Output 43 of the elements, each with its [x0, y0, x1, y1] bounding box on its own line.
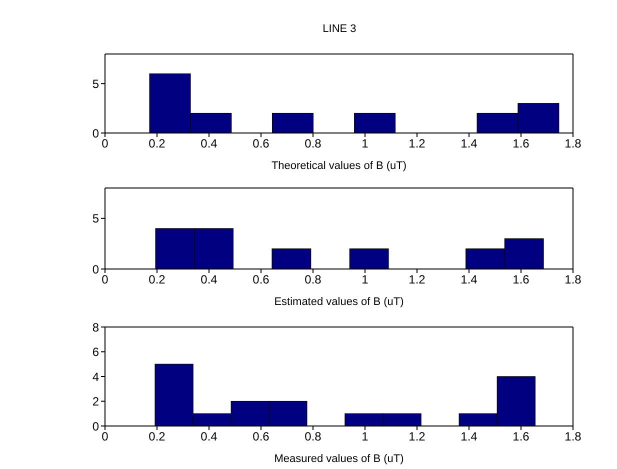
x-tick-label: 1.2 — [408, 136, 426, 151]
x-tick-label: 0 — [102, 136, 109, 151]
x-tick-label: 0 — [102, 430, 109, 444]
y-tick-label: 0 — [92, 126, 100, 140]
x-tick-label: 1 — [362, 272, 369, 287]
y-tick-label: 0 — [92, 419, 100, 434]
x-tick-label: 0.2 — [148, 430, 166, 444]
x-tick-label: 0.4 — [200, 272, 218, 287]
y-tick-label: 6 — [92, 345, 100, 360]
x-tick-label: 1.6 — [512, 430, 530, 444]
x-tick-label: 0.6 — [252, 430, 270, 444]
x-tick-label: 1.4 — [460, 430, 478, 444]
x-tick-label: 1.6 — [512, 272, 530, 287]
x-axis-title: Estimated values of B (uT) — [274, 296, 404, 308]
x-tick-label: 1.2 — [408, 272, 426, 287]
y-tick-label: 5 — [92, 212, 100, 226]
y-tick-label: 0 — [92, 262, 100, 276]
x-tick-label: 0.4 — [200, 430, 218, 444]
x-tick-label: 0 — [102, 272, 109, 287]
x-tick-label: 0.2 — [148, 272, 166, 287]
x-tick-label: 0.8 — [304, 272, 322, 287]
y-tick-label: 2 — [92, 394, 100, 409]
x-tick-label: 0.8 — [304, 430, 322, 444]
x-tick-label: 1.8 — [564, 430, 582, 444]
y-tick-label: 5 — [92, 76, 100, 91]
x-tick-label: 0.4 — [200, 136, 218, 151]
x-axis-title: Measured values of B (uT) — [274, 453, 404, 465]
x-tick-label: 0.6 — [252, 136, 270, 151]
x-tick-label: 1.6 — [512, 136, 530, 151]
x-tick-label: 0.2 — [148, 136, 166, 151]
x-tick-label: 1.8 — [564, 272, 582, 287]
y-tick-label: 4 — [92, 370, 100, 384]
x-tick-label: 1.8 — [564, 136, 582, 151]
x-tick-label: 1 — [362, 136, 369, 151]
chart-title: LINE 3 — [322, 23, 358, 35]
x-axis-title: Theoretical values of B (uT) — [271, 160, 407, 172]
x-tick-label: 1.2 — [408, 430, 426, 444]
x-tick-label: 1.4 — [460, 136, 478, 151]
x-tick-label: 0.6 — [252, 272, 270, 287]
y-tick-label: 8 — [92, 320, 100, 334]
x-tick-label: 0.8 — [304, 136, 322, 151]
x-tick-label: 1.4 — [460, 272, 478, 287]
x-tick-label: 1 — [362, 430, 369, 444]
